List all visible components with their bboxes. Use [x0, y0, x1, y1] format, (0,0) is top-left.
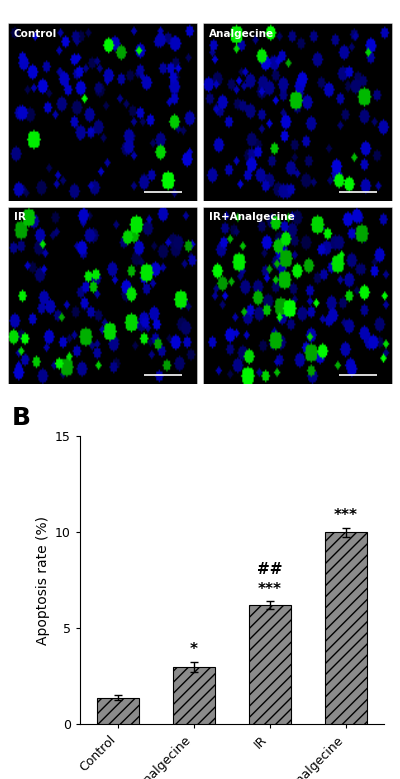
Text: B: B [12, 406, 31, 430]
Text: ***: *** [334, 508, 358, 523]
Bar [249, 605, 291, 724]
Text: Control: Control [14, 29, 57, 39]
Text: ##: ## [257, 562, 283, 577]
Text: ***: *** [258, 582, 282, 597]
Bar [325, 532, 367, 724]
Bar [173, 667, 215, 724]
Text: *: * [190, 642, 198, 657]
Text: A: A [12, 27, 31, 51]
Text: IR: IR [14, 212, 26, 222]
Y-axis label: Apoptosis rate (%): Apoptosis rate (%) [36, 516, 50, 645]
Bar [97, 697, 139, 724]
Text: IR+Analgecine: IR+Analgecine [208, 212, 294, 222]
Text: Analgecine: Analgecine [208, 29, 274, 39]
